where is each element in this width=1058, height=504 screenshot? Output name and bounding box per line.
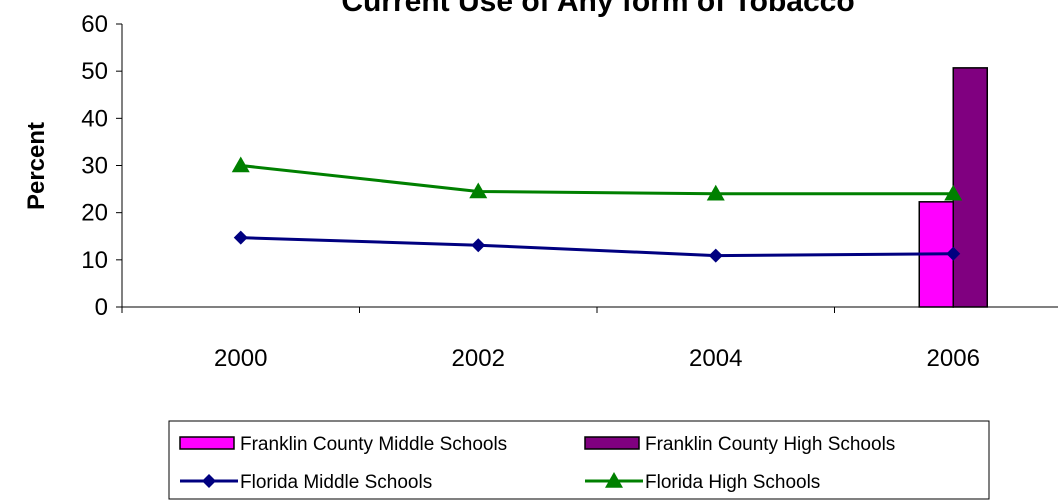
y-tick-label: 30	[81, 153, 108, 180]
legend-item: Florida High Schools	[585, 472, 820, 493]
legend: Franklin County Middle Schools Franklin C…	[168, 420, 990, 500]
legend-label: Franklin County Middle Schools	[240, 434, 507, 455]
legend-label: Franklin County High Schools	[645, 434, 895, 455]
legend-item: Florida Middle Schools	[180, 472, 432, 493]
plot-area: 0 10 20 30 40 50 60 2000 2002 2004 2006	[81, 11, 1058, 372]
data-point	[708, 248, 723, 263]
y-tick-label: 50	[81, 58, 108, 85]
chart-title: Current Use of Any form of Tobacco	[341, 0, 854, 18]
legend-marker	[605, 472, 623, 488]
data-point	[706, 184, 725, 201]
bar	[952, 67, 988, 308]
legend-label: Florida High Schools	[645, 472, 820, 493]
y-tick-label: 20	[81, 200, 108, 227]
y-tick-label: 40	[81, 105, 108, 132]
y-tick-label: 60	[81, 11, 108, 38]
data-point	[946, 246, 961, 261]
legend-item: Franklin County Middle Schools	[179, 434, 507, 455]
x-tick-label: 2000	[214, 345, 267, 372]
legend-label: Florida Middle Schools	[240, 472, 432, 493]
data-point	[233, 230, 248, 245]
data-point	[231, 156, 250, 173]
y-tick-label: 0	[95, 294, 108, 321]
legend-swatch	[584, 436, 640, 450]
y-tick-label: 10	[81, 247, 108, 274]
legend-item: Franklin County High Schools	[584, 434, 895, 455]
x-tick-label: 2006	[927, 345, 980, 372]
x-tick-label: 2002	[452, 345, 505, 372]
data-point	[471, 238, 486, 253]
series-line	[240, 236, 954, 258]
y-axis-label: Percent	[23, 122, 50, 210]
legend-marker	[202, 474, 216, 488]
series-line	[240, 164, 954, 196]
data-point	[944, 184, 963, 201]
legend-swatch	[179, 436, 235, 450]
legend-box	[168, 420, 990, 500]
x-tick-label: 2004	[689, 345, 742, 372]
data-point	[469, 182, 488, 199]
